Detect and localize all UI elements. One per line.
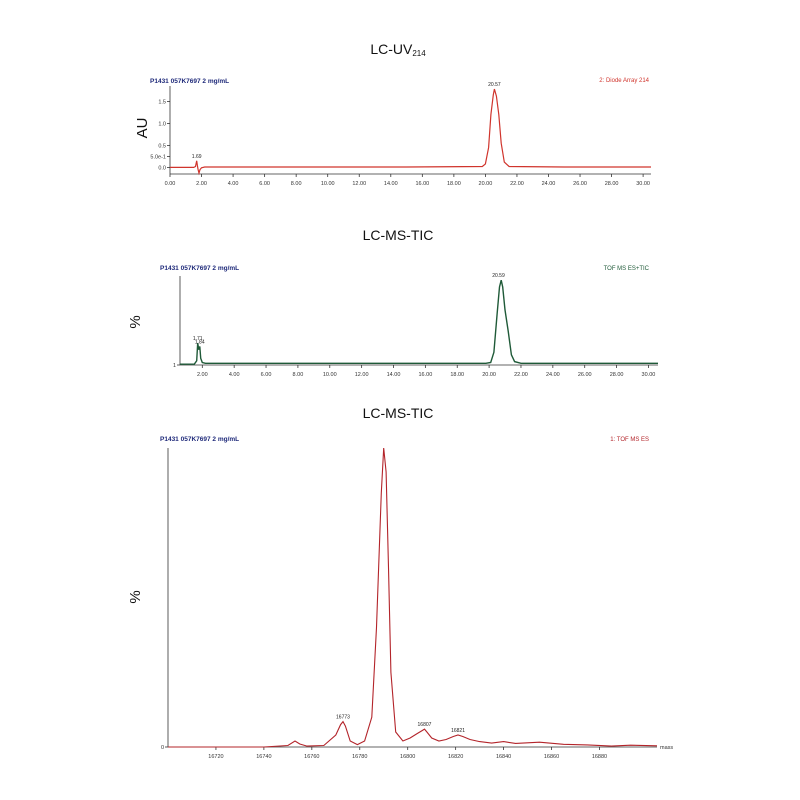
x-tick-label: 12.00 <box>352 181 366 187</box>
sample-label: P1431 057K7697 2 mg/mL <box>160 265 239 272</box>
x-tick-label: 26.00 <box>578 372 592 378</box>
tick-group: 2.00 4.00 6.00 8.00 10.00 12.00 14.00 16.00 18.0… <box>173 363 655 378</box>
x-tick-label: 16780 <box>352 754 367 760</box>
peak-label: 1.84 <box>195 339 205 345</box>
x-tick-label: 16760 <box>304 754 319 760</box>
peak-label: 16807 <box>418 722 432 728</box>
y-axis-label: AU <box>134 118 151 139</box>
y-axis-label: % <box>127 315 144 328</box>
peak-label: 1.69 <box>192 154 202 160</box>
x-tick-label: 16860 <box>544 754 559 760</box>
peak-label-group: 1.69 20.57 <box>192 82 501 160</box>
peak-label: 16773 <box>336 715 350 721</box>
sample-label: P1431 057K7697 2 mg/mL <box>160 436 239 443</box>
sample-label: P1431 057K7697 2 mg/mL <box>150 78 229 85</box>
x-tick-label: 10.00 <box>321 181 335 187</box>
x-tick-label: 2.00 <box>197 372 208 378</box>
y-tick-label: 1 <box>173 363 176 369</box>
peak-label: 20.59 <box>492 273 505 279</box>
x-tick-label: 4.00 <box>229 372 240 378</box>
deconvoluted-mass-panel: LC-MS-TIC P1431 057K7697 2 mg/mL 1: TOF … <box>127 405 673 760</box>
tic-trace-line <box>180 280 658 365</box>
x-tick-label: 14.00 <box>384 181 398 187</box>
peak-label-group: 16773 16807 16821 <box>336 715 465 734</box>
x-tick-label: 2.00 <box>196 181 207 187</box>
x-tick-label: 28.00 <box>605 181 619 187</box>
x-tick-label: 4.00 <box>228 181 239 187</box>
peak-label: 16821 <box>451 728 465 734</box>
trace-label: TOF MS ES+TIC <box>604 266 650 272</box>
x-tick-label: 20.00 <box>479 181 493 187</box>
x-tick-label: 16720 <box>208 754 223 760</box>
x-tick-label: 16840 <box>496 754 511 760</box>
y-tick-label: 0.0 <box>158 165 166 171</box>
y-axis-label: % <box>127 590 144 603</box>
x-tick-label: 20.00 <box>482 372 496 378</box>
x-tick-label: 30.00 <box>636 181 650 187</box>
x-tick-label: 16.00 <box>415 181 429 187</box>
x-tick-label: 22.00 <box>510 181 524 187</box>
y-tick-label: 0.5 <box>158 143 166 149</box>
panel-title: LC-UV214 <box>370 41 426 58</box>
lc-ms-tic-panel: LC-MS-TIC P1431 057K7697 2 mg/mL TOF MS … <box>127 227 658 378</box>
x-unit-label: mass <box>660 745 673 751</box>
trace-label: 2: Diode Array 214 <box>599 78 649 84</box>
x-tick-label: 16820 <box>448 754 463 760</box>
x-tick-label: 22.00 <box>514 372 528 378</box>
peak-label: 1.71 <box>193 336 203 342</box>
panel-title: LC-MS-TIC <box>363 405 434 421</box>
uv-trace-line <box>170 88 651 176</box>
x-tick-label: 18.00 <box>450 372 464 378</box>
trace-label: 1: TOF MS ES <box>610 437 649 443</box>
panel-title: LC-MS-TIC <box>363 227 434 243</box>
tick-group: 16720 16740 16760 16780 16800 16820 16840 16860… <box>161 745 607 760</box>
tick-group: 0.00 2.00 4.00 6.00 8.00 10.00 12.00 14.00 16.00… <box>150 99 650 187</box>
x-tick-label: 30.00 <box>642 372 656 378</box>
peak-label-group: 1.711.84 20.59 <box>193 273 505 345</box>
x-tick-label: 24.00 <box>546 372 560 378</box>
x-tick-label: 0.00 <box>165 181 176 187</box>
y-tick-label: 0 <box>161 745 164 751</box>
x-tick-label: 8.00 <box>293 372 304 378</box>
x-tick-label: 16740 <box>256 754 271 760</box>
mass-spectrum-line <box>168 447 658 748</box>
x-tick-label: 8.00 <box>291 181 302 187</box>
peak-label: 20.57 <box>488 82 501 88</box>
x-tick-label: 10.00 <box>323 372 337 378</box>
y-tick-label: 5.0e-1 <box>150 154 166 160</box>
x-tick-label: 12.00 <box>355 372 369 378</box>
x-tick-label: 16.00 <box>418 372 432 378</box>
y-tick-label: 1.0 <box>158 121 166 127</box>
lc-uv-panel: LC-UV214 P1431 057K7697 2 mg/mL 2: Diode… <box>134 41 651 187</box>
x-tick-label: 16880 <box>592 754 607 760</box>
x-tick-label: 6.00 <box>261 372 272 378</box>
x-tick-label: 14.00 <box>387 372 401 378</box>
x-tick-label: 28.00 <box>610 372 624 378</box>
x-tick-label: 16800 <box>400 754 415 760</box>
x-tick-label: 26.00 <box>573 181 587 187</box>
x-tick-label: 6.00 <box>259 181 270 187</box>
x-tick-label: 18.00 <box>447 181 461 187</box>
x-tick-label: 24.00 <box>542 181 556 187</box>
y-tick-label: 1.5 <box>158 99 166 105</box>
